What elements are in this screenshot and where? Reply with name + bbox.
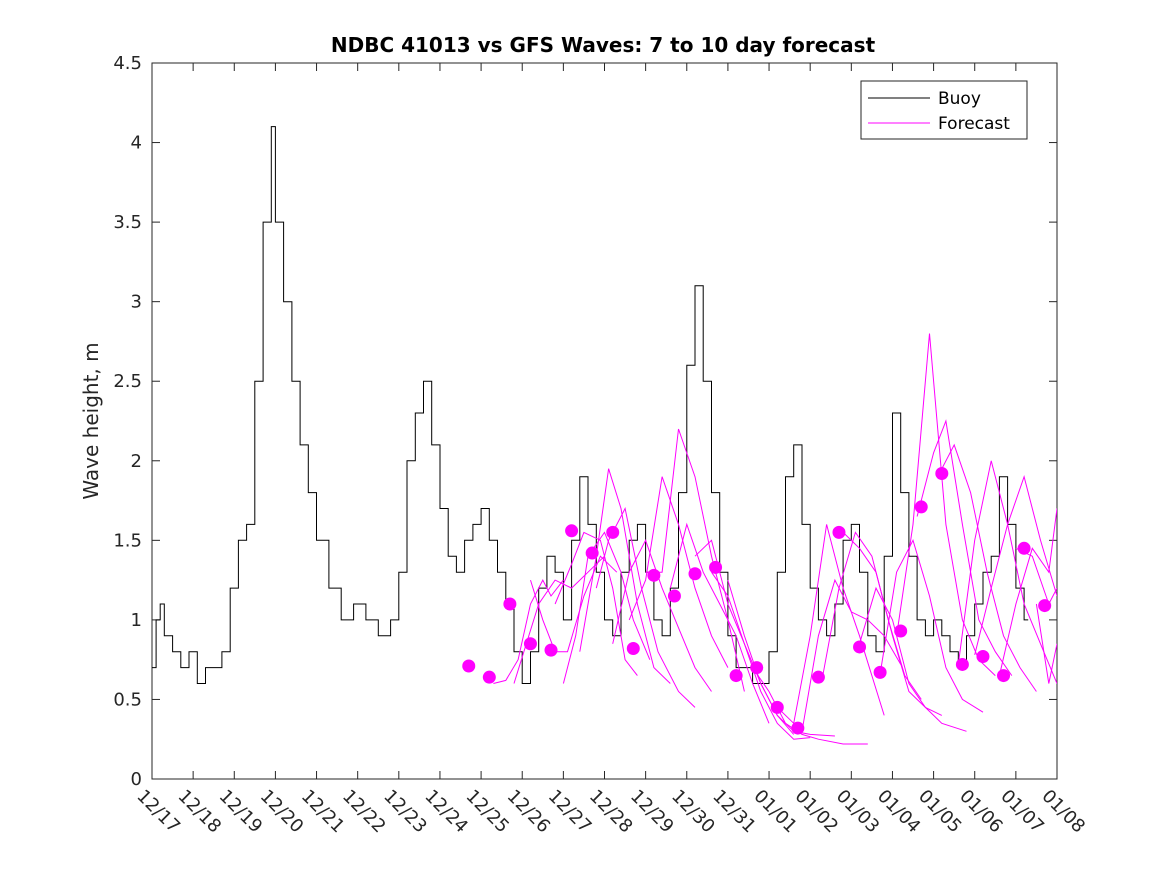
y-tick-label: 0 <box>131 769 142 790</box>
legend-label-forecast: Forecast <box>938 114 1010 134</box>
forecast-marker <box>770 700 784 714</box>
x-tick-label: 12/17 <box>132 786 184 838</box>
forecast-line <box>554 531 638 676</box>
forecast-marker <box>503 597 517 611</box>
forecast-marker <box>1038 599 1052 613</box>
x-tick-label: 12/30 <box>667 786 719 838</box>
x-tick-label: 12/20 <box>256 786 308 838</box>
forecast-line <box>752 667 868 745</box>
forecast-marker <box>709 560 723 574</box>
forecast-marker <box>647 568 661 582</box>
forecast-line <box>562 531 651 684</box>
forecast-line <box>628 476 729 668</box>
forecast-line <box>801 578 902 732</box>
forecast-marker <box>482 670 496 684</box>
series-group <box>152 126 1057 745</box>
x-tick-label: 12/23 <box>379 786 431 838</box>
x-tick-label: 01/08 <box>1037 786 1089 838</box>
x-tick-label: 01/05 <box>914 786 966 838</box>
x-tick-label: 12/21 <box>297 786 349 838</box>
y-tick-label: 1 <box>131 610 142 631</box>
forecast-marker <box>626 642 640 656</box>
forecast-line <box>595 507 696 708</box>
forecast-line <box>669 522 770 724</box>
forecast-line <box>1035 603 1057 684</box>
chart-title: NDBC 41013 vs GFS Waves: 7 to 10 day for… <box>331 33 876 57</box>
forecast-marker <box>729 669 743 683</box>
forecast-line <box>879 538 984 713</box>
forecast-marker <box>565 524 579 538</box>
x-tick-label: 01/01 <box>750 786 802 838</box>
forecast-line <box>493 579 564 684</box>
x-tick-label: 01/02 <box>791 786 843 838</box>
forecast-line <box>711 571 811 740</box>
y-axis-label: Wave height, m <box>79 342 103 499</box>
x-tick-label: 12/31 <box>708 786 760 838</box>
x-tick-label: 12/26 <box>503 786 555 838</box>
forecast-line <box>727 579 835 737</box>
x-tick-label: 12/25 <box>462 786 514 838</box>
x-tick-label: 01/07 <box>996 786 1048 838</box>
x-tick-label: 01/04 <box>873 786 925 838</box>
forecast-marker <box>544 643 558 657</box>
forecast-marker <box>688 567 702 581</box>
y-tick-label: 4 <box>131 133 142 154</box>
x-tick-label: 12/28 <box>585 786 637 838</box>
y-tick-label: 0.5 <box>113 689 142 710</box>
forecast-marker <box>976 649 990 663</box>
forecast-line <box>998 508 1057 676</box>
x-tick-label: 01/06 <box>955 786 1007 838</box>
forecast-marker <box>935 467 949 481</box>
forecast-marker <box>750 661 764 675</box>
forecast-line <box>916 419 1013 676</box>
y-tick-label: 2.5 <box>113 371 142 392</box>
x-tick-label: 12/18 <box>174 786 226 838</box>
forecast-marker <box>667 589 681 603</box>
forecast-marker <box>1017 541 1031 555</box>
y-tick-label: 4.5 <box>113 53 142 74</box>
buoy-line <box>152 126 1029 684</box>
forecast-marker <box>853 640 867 654</box>
forecast-marker <box>832 525 846 539</box>
x-tick-label: 12/27 <box>544 786 596 838</box>
legend: Buoy Forecast <box>860 80 1028 140</box>
forecast-marker <box>523 637 537 651</box>
y-tick-label: 1.5 <box>113 530 142 551</box>
forecast-marker <box>997 669 1011 683</box>
forecast-marker <box>585 546 599 560</box>
forecast-line <box>530 555 618 653</box>
plot-area: 0 0.5 1 1.5 2 2.5 3 3.5 4 4.5 12/1712/1812/1912/20… <box>113 53 1089 837</box>
x-tick-label: 12/24 <box>420 786 472 838</box>
forecast-marker <box>462 659 476 673</box>
x-tick-label: 01/03 <box>832 786 884 838</box>
y-tick-label: 2 <box>131 451 142 472</box>
x-tick-label: 12/29 <box>626 786 678 838</box>
x-tick-label: 12/19 <box>215 786 267 838</box>
forecast-marker <box>894 624 908 638</box>
x-tick-label: 12/22 <box>338 786 390 838</box>
forecast-line <box>612 539 712 692</box>
axes-frame <box>151 62 1058 780</box>
legend-label-buoy: Buoy <box>938 89 981 109</box>
forecast-marker <box>914 500 928 514</box>
y-tick-label: 3 <box>131 292 142 313</box>
forecast-line <box>822 531 922 700</box>
forecast-line <box>859 586 967 732</box>
forecast-line <box>937 443 1037 692</box>
forecast-marker <box>606 525 620 539</box>
legend-box <box>860 80 1028 140</box>
forecast-marker <box>955 657 969 671</box>
y-tick-label: 3.5 <box>113 212 142 233</box>
forecast-line <box>974 474 1057 656</box>
forecast-marker <box>811 670 825 684</box>
forecast-marker <box>873 665 887 679</box>
forecast-marker <box>791 721 805 735</box>
